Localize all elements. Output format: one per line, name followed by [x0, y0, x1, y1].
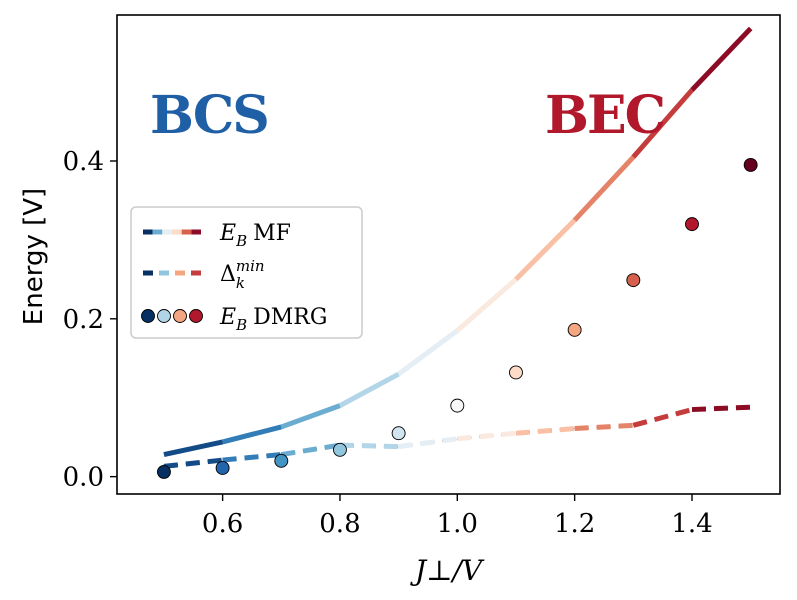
tick-layer: 0.6 0.8 1.0 1.2 1.4 0.0 0.2 0.4 — [63, 147, 713, 539]
legend-subscript: k — [236, 274, 245, 292]
legend-label: MF — [253, 221, 291, 246]
legend-marker — [141, 309, 155, 323]
gap-line-segment — [398, 436, 458, 450]
dmrg-point — [567, 322, 582, 337]
gap-line-segment — [280, 442, 341, 458]
legend-symbol-text: Δ — [220, 262, 236, 287]
legend-symbol-text: E — [219, 221, 236, 246]
x-axis-title: J⊥/V — [410, 554, 485, 587]
mf-line-segment — [514, 218, 577, 282]
dmrg-point — [391, 426, 406, 441]
legend-symbol-text: E — [219, 305, 236, 330]
gap-line-segment — [515, 426, 575, 436]
mf-line-segment — [397, 328, 459, 377]
dmrg-point — [215, 461, 230, 475]
mf-line-segment — [631, 88, 694, 159]
plot-frame — [116, 14, 781, 495]
mf-line-segment — [221, 424, 282, 445]
legend: EB MF Δkmin EB DMRG — [130, 206, 363, 339]
plot-layer — [156, 26, 758, 479]
series-gap — [163, 404, 751, 469]
gap-line-segment — [691, 404, 751, 413]
legend-marker — [189, 309, 203, 323]
series-dmrg — [156, 157, 758, 479]
gap-line-segment — [632, 407, 693, 428]
gap-line-segment — [574, 422, 634, 431]
legend-label-dmrg: EB DMRG — [219, 305, 327, 334]
bec-annotation: BEC — [545, 85, 664, 146]
gap-line-segment — [222, 452, 282, 463]
dmrg-point — [626, 273, 641, 288]
gap-line-segment — [339, 442, 399, 450]
dmrg-point — [333, 442, 347, 457]
dmrg-point — [743, 157, 758, 172]
series-mf — [163, 26, 753, 457]
mf-line-segment — [280, 403, 341, 430]
bcs-annotation: BCS — [150, 85, 268, 146]
legend-subscript: B — [235, 316, 247, 334]
mf-line-segment — [338, 371, 400, 408]
x-tick-label: 0.8 — [319, 509, 360, 539]
dmrg-point — [274, 453, 289, 468]
legend-box — [130, 206, 363, 339]
dmrg-point — [509, 365, 523, 380]
x-tick-label: 0.6 — [202, 509, 243, 539]
mf-line-segment — [163, 439, 224, 457]
dmrg-point — [685, 217, 699, 232]
gap-line-segment — [163, 457, 223, 469]
legend-symbol-dmrg — [141, 309, 203, 323]
legend-marker — [157, 309, 171, 323]
gap-line-segment — [457, 430, 517, 442]
legend-superscript: min — [236, 257, 265, 275]
legend-label-gap: Δkmin — [220, 257, 265, 292]
mf-line-segment — [572, 155, 636, 222]
legend-label: DMRG — [253, 305, 327, 330]
x-tick-label: 1.4 — [671, 509, 712, 539]
y-tick-label: 0.2 — [63, 305, 104, 335]
dmrg-point — [156, 464, 171, 479]
dmrg-point — [450, 398, 465, 413]
mf-line-segment — [455, 277, 518, 333]
legend-marker — [173, 309, 187, 323]
y-tick-label: 0.0 — [63, 463, 104, 493]
mf-line-segment — [690, 26, 753, 92]
legend-subscript: B — [235, 232, 247, 250]
x-tick-label: 1.0 — [437, 509, 478, 539]
x-tick-label: 1.2 — [554, 509, 595, 539]
y-tick-label: 0.4 — [63, 147, 104, 177]
y-axis-title: Energy [V] — [19, 188, 49, 325]
legend-label-mf: EB MF — [219, 221, 291, 250]
